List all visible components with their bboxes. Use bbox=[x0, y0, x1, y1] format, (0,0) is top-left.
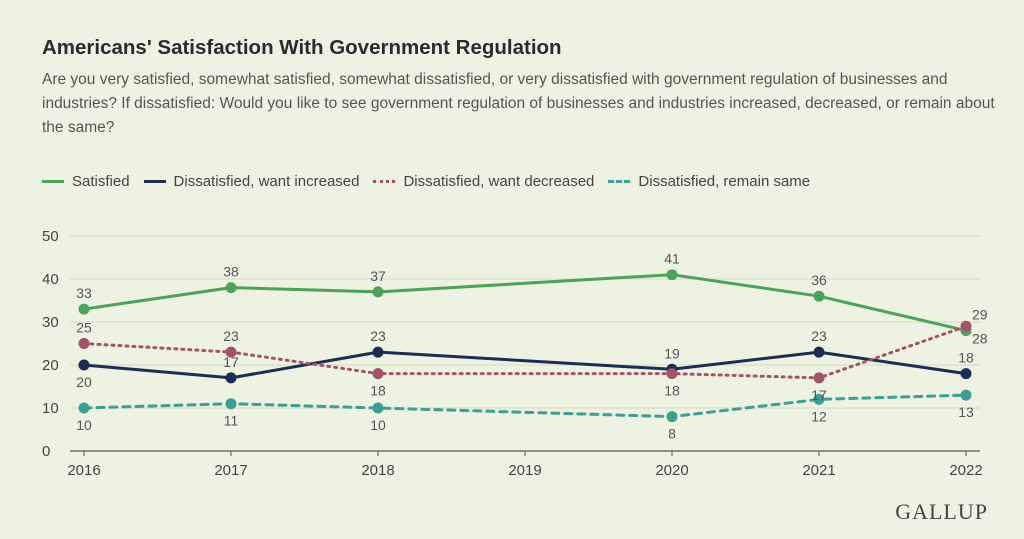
data-point bbox=[960, 368, 972, 380]
legend-swatch-satisfied bbox=[42, 180, 64, 183]
data-label: 33 bbox=[76, 285, 92, 301]
data-label: 20 bbox=[76, 374, 92, 390]
data-point bbox=[372, 346, 384, 358]
data-point bbox=[813, 393, 825, 405]
series-line-2 bbox=[82, 324, 968, 380]
legend-label-want-increased: Dissatisfied, want increased bbox=[173, 173, 360, 190]
data-point bbox=[960, 389, 972, 401]
x-tick-label: 2020 bbox=[655, 462, 688, 479]
legend-swatch-want-increased bbox=[143, 180, 166, 183]
data-point bbox=[372, 286, 384, 298]
chart-subtitle: Are you very satisfied, somewhat satisfi… bbox=[42, 71, 995, 136]
data-point bbox=[225, 372, 237, 384]
data-label: 37 bbox=[370, 268, 386, 284]
data-point bbox=[78, 359, 90, 371]
data-label: 18 bbox=[958, 350, 974, 366]
data-point bbox=[666, 269, 678, 281]
x-tick-label: 2019 bbox=[508, 462, 541, 479]
legend-item-satisfied: Satisfied bbox=[42, 173, 130, 190]
data-label: 29 bbox=[972, 306, 988, 322]
y-tick-label: 40 bbox=[42, 271, 59, 288]
legend-item-remain-same: Dissatisfied, remain same bbox=[608, 173, 810, 190]
chart-title: Americans' Satisfaction With Government … bbox=[42, 36, 562, 59]
data-label: 25 bbox=[76, 320, 92, 336]
data-point bbox=[225, 346, 237, 358]
data-label: 41 bbox=[664, 251, 680, 267]
data-label: 12 bbox=[811, 408, 827, 424]
data-label: 8 bbox=[668, 426, 676, 442]
data-point bbox=[372, 402, 384, 414]
data-label: 23 bbox=[223, 328, 239, 344]
data-label: 11 bbox=[224, 413, 239, 429]
data-point bbox=[225, 398, 237, 410]
y-tick-label: 10 bbox=[42, 400, 59, 417]
series-line-3 bbox=[82, 393, 968, 419]
legend-swatch-want-decreased bbox=[373, 180, 396, 183]
y-tick-label: 20 bbox=[42, 357, 59, 374]
data-label: 23 bbox=[811, 328, 827, 344]
y-tick-label: 30 bbox=[42, 314, 59, 331]
legend-label-remain-same: Dissatisfied, remain same bbox=[638, 173, 811, 190]
data-point bbox=[78, 402, 90, 414]
x-tick-label: 2022 bbox=[949, 462, 982, 479]
data-point bbox=[813, 372, 825, 384]
chart-legend: Satisfied Dissatisfied, want increased D… bbox=[42, 173, 824, 190]
legend-item-want-increased: Dissatisfied, want increased bbox=[143, 173, 360, 190]
data-point bbox=[225, 282, 237, 294]
legend-swatch-remain-same bbox=[608, 180, 631, 183]
data-label: 23 bbox=[370, 328, 386, 344]
series-line-1 bbox=[82, 350, 968, 380]
data-point bbox=[666, 368, 678, 380]
data-point bbox=[813, 346, 825, 358]
data-label: 18 bbox=[370, 383, 386, 399]
data-point bbox=[78, 338, 90, 349]
data-point bbox=[78, 303, 90, 315]
x-tick-label: 2018 bbox=[361, 462, 394, 479]
data-label: 28 bbox=[972, 331, 988, 347]
data-label: 36 bbox=[811, 272, 827, 288]
legend-label-satisfied: Satisfied bbox=[72, 173, 130, 190]
y-tick-label: 0 bbox=[42, 443, 50, 460]
data-point bbox=[666, 411, 678, 423]
legend-label-want-decreased: Dissatisfied, want decreased bbox=[403, 173, 595, 190]
data-point bbox=[813, 290, 825, 302]
gallup-logo: GALLUP bbox=[895, 499, 988, 524]
data-label: 10 bbox=[76, 417, 92, 433]
data-point bbox=[372, 368, 384, 380]
x-tick-label: 2016 bbox=[67, 462, 100, 479]
data-label: 13 bbox=[958, 404, 974, 420]
x-tick-label: 2017 bbox=[214, 462, 247, 479]
legend-item-want-decreased: Dissatisfied, want decreased bbox=[373, 173, 594, 190]
data-label: 18 bbox=[664, 383, 680, 399]
data-label: 17 bbox=[811, 387, 827, 403]
data-label: 17 bbox=[223, 354, 239, 370]
y-tick-label: 50 bbox=[42, 228, 59, 245]
data-label: 38 bbox=[223, 264, 239, 280]
data-label: 19 bbox=[664, 345, 680, 361]
x-tick-label: 2021 bbox=[802, 462, 835, 479]
data-point bbox=[960, 320, 972, 332]
series-line-0 bbox=[82, 273, 968, 333]
data-label: 10 bbox=[370, 417, 386, 433]
